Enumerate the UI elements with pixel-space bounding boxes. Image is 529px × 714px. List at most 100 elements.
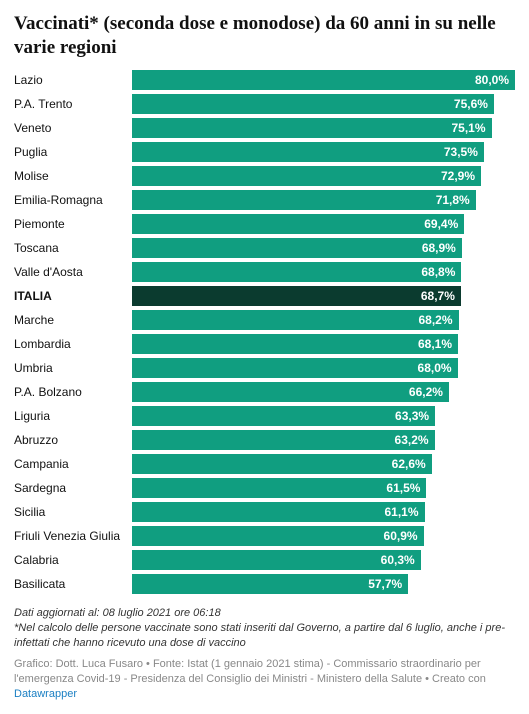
bar-value: 73,5% — [444, 145, 478, 159]
chart-notes: Dati aggiornati al: 08 luglio 2021 ore 0… — [14, 606, 515, 702]
bar: 61,5% — [132, 478, 426, 498]
bar-value: 75,6% — [454, 97, 488, 111]
bar-chart: Lazio80,0%P.A. Trento75,6%Veneto75,1%Pug… — [14, 68, 515, 596]
bar: 60,9% — [132, 526, 424, 546]
bar-value: 68,9% — [422, 241, 456, 255]
row-label: Veneto — [14, 121, 132, 135]
chart-row: Emilia-Romagna 71,8% — [14, 188, 515, 212]
bar: 66,2% — [132, 382, 449, 402]
chart-row: Piemonte69,4% — [14, 212, 515, 236]
bar-value: 62,6% — [392, 457, 426, 471]
chart-row: Lazio80,0% — [14, 68, 515, 92]
bar-area: 61,5% — [132, 478, 515, 498]
chart-row: Calabria 60,3% — [14, 548, 515, 572]
bar: 68,8% — [132, 262, 461, 282]
row-label: Sicilia — [14, 505, 132, 519]
bar: 68,9% — [132, 238, 462, 258]
bar-area: 62,6% — [132, 454, 515, 474]
bar-area: 68,0% — [132, 358, 515, 378]
bar: 68,0% — [132, 358, 458, 378]
bar-value: 68,1% — [418, 337, 452, 351]
bar-value: 68,8% — [421, 265, 455, 279]
bar: 62,6% — [132, 454, 432, 474]
datawrapper-link[interactable]: Datawrapper — [14, 688, 77, 700]
source-text: Grafico: Dott. Luca Fusaro • Fonte: Ista… — [14, 658, 486, 685]
bar-value: 68,7% — [421, 289, 455, 303]
row-label: Liguria — [14, 409, 132, 423]
chart-row: Toscana 68,9% — [14, 236, 515, 260]
bar: 71,8% — [132, 190, 476, 210]
bar: 69,4% — [132, 214, 464, 234]
chart-row: P.A. Bolzano 66,2% — [14, 380, 515, 404]
row-label: Molise — [14, 169, 132, 183]
bar-area: 66,2% — [132, 382, 515, 402]
chart-row: P.A. Trento 75,6% — [14, 92, 515, 116]
bar: 73,5% — [132, 142, 484, 162]
bar-area: 60,9% — [132, 526, 515, 546]
bar-value: 72,9% — [441, 169, 475, 183]
row-label: P.A. Trento — [14, 97, 132, 111]
bar-value: 68,2% — [418, 313, 452, 327]
bar: 68,7% — [132, 286, 461, 306]
bar-value: 63,2% — [395, 433, 429, 447]
bar: 68,1% — [132, 334, 458, 354]
bar-area: 68,2% — [132, 310, 515, 330]
bar: 75,6% — [132, 94, 494, 114]
bar-area: 61,1% — [132, 502, 515, 522]
row-label: Marche — [14, 313, 132, 327]
chart-row: Molise 72,9% — [14, 164, 515, 188]
row-label: Campania — [14, 457, 132, 471]
bar-value: 60,3% — [381, 553, 415, 567]
bar-area: 80,0% — [132, 70, 515, 90]
bar-area: 68,7% — [132, 286, 515, 306]
bar: 60,3% — [132, 550, 421, 570]
row-label: P.A. Bolzano — [14, 385, 132, 399]
row-label: ITALIA — [14, 289, 132, 303]
bar-area: 71,8% — [132, 190, 515, 210]
row-label: Piemonte — [14, 217, 132, 231]
chart-row: ITALIA 68,7% — [14, 284, 515, 308]
row-label: Calabria — [14, 553, 132, 567]
row-label: Sardegna — [14, 481, 132, 495]
chart-row: Sardegna 61,5% — [14, 476, 515, 500]
bar: 80,0% — [132, 70, 515, 90]
bar-area: 75,6% — [132, 94, 515, 114]
row-label: Valle d'Aosta — [14, 265, 132, 279]
bar-value: 61,5% — [386, 481, 420, 495]
chart-row: Veneto 75,1% — [14, 116, 515, 140]
bar-area: 60,3% — [132, 550, 515, 570]
chart-row: Marche 68,2% — [14, 308, 515, 332]
bar-value: 71,8% — [436, 193, 470, 207]
chart-row: Basilicata57,7% — [14, 572, 515, 596]
bar-area: 69,4% — [132, 214, 515, 234]
bar: 63,3% — [132, 406, 435, 426]
bar-value: 63,3% — [395, 409, 429, 423]
bar-value: 60,9% — [384, 529, 418, 543]
row-label: Emilia-Romagna — [14, 193, 132, 207]
bar-area: 75,1% — [132, 118, 515, 138]
bar-area: 72,9% — [132, 166, 515, 186]
bar-area: 68,9% — [132, 238, 515, 258]
row-label: Basilicata — [14, 577, 132, 591]
bar: 75,1% — [132, 118, 492, 138]
row-label: Lombardia — [14, 337, 132, 351]
bar-area: 63,3% — [132, 406, 515, 426]
row-label: Toscana — [14, 241, 132, 255]
chart-row: Abruzzo63,2% — [14, 428, 515, 452]
bar-area: 63,2% — [132, 430, 515, 450]
bar-area: 68,1% — [132, 334, 515, 354]
bar: 63,2% — [132, 430, 435, 450]
bar-value: 61,1% — [384, 505, 418, 519]
update-note: Dati aggiornati al: 08 luglio 2021 ore 0… — [14, 606, 515, 621]
chart-row: Liguria 63,3% — [14, 404, 515, 428]
source-note: Grafico: Dott. Luca Fusaro • Fonte: Ista… — [14, 657, 515, 702]
chart-title: Vaccinati* (seconda dose e monodose) da … — [14, 12, 515, 60]
bar: 57,7% — [132, 574, 408, 594]
bar-value: 75,1% — [452, 121, 486, 135]
bar-value: 66,2% — [409, 385, 443, 399]
chart-row: Umbria68,0% — [14, 356, 515, 380]
chart-row: Valle d'Aosta 68,8% — [14, 260, 515, 284]
chart-row: Campania 62,6% — [14, 452, 515, 476]
row-label: Lazio — [14, 73, 132, 87]
row-label: Friuli Venezia Giulia — [14, 529, 132, 543]
